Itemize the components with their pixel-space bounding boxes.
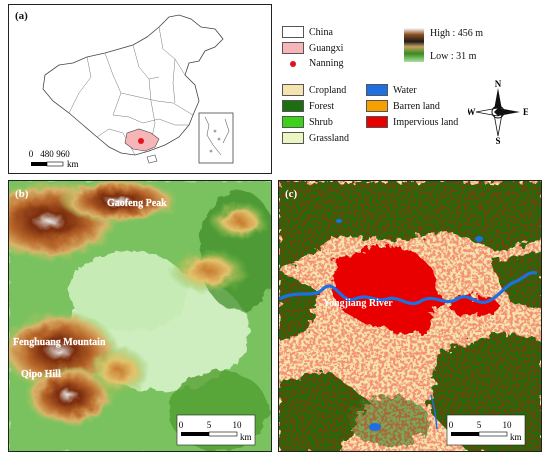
- scale-c-tick-2: 10: [503, 420, 513, 430]
- panel-a-label: (a): [15, 10, 28, 22]
- grassland-swatch: [282, 132, 304, 144]
- china-outline: [42, 14, 224, 156]
- legend-guangxi: Guangxi: [282, 42, 343, 54]
- compass-s: S: [495, 136, 500, 144]
- panel-b-elevation-map: (b) Gaofeng Peak Fenghuang Mountain Qipo…: [8, 180, 272, 452]
- scale-a-unit: km: [67, 159, 79, 169]
- legend-grassland-label: Grassland: [309, 132, 349, 144]
- legend-barren-label: Barren land: [393, 100, 440, 112]
- landcover-svg: (c) Yongjiang River 0 5 10 km: [279, 181, 541, 451]
- compass-rose: N S W E: [468, 80, 528, 144]
- legend-china: China: [282, 26, 333, 38]
- legend-cropland: Cropland: [282, 84, 346, 96]
- impervious-swatch: [366, 116, 388, 128]
- scale-a-tick-2: 960: [56, 149, 70, 159]
- panel-a-scale-bar: [31, 161, 64, 167]
- barren-swatch: [366, 100, 388, 112]
- shrub-swatch: [282, 116, 304, 128]
- water-swatch: [366, 84, 388, 96]
- south-china-sea-inset: [198, 112, 234, 164]
- legend-guangxi-label: Guangxi: [309, 42, 344, 54]
- compass-n: N: [495, 80, 502, 89]
- panel-c-landcover-map: (c) Yongjiang River 0 5 10 km: [278, 180, 542, 452]
- china-swatch: [282, 26, 304, 38]
- legend-shrub-label: Shrub: [309, 116, 333, 128]
- cropland-swatch: [282, 84, 304, 96]
- place-gaofeng-peak: Gaofeng Peak: [107, 198, 167, 209]
- legend-forest-label: Forest: [309, 100, 334, 112]
- nanning-dot: [138, 138, 144, 144]
- compass-e: E: [523, 107, 528, 117]
- scale-b-unit: km: [240, 432, 252, 442]
- panel-b-scale-box: [176, 414, 256, 446]
- dem-svg: (b) Gaofeng Peak Fenghuang Mountain Qipo…: [9, 181, 271, 451]
- legend-nanning: Nanning: [282, 58, 343, 69]
- legend-nanning-label: Nanning: [309, 58, 344, 69]
- elevation-high-label: High : 456 m: [430, 28, 484, 39]
- scale-a-tick-0: 0: [29, 149, 34, 159]
- panel-a-china-map: (a): [8, 4, 272, 174]
- legend-barren: Barren land: [366, 100, 440, 112]
- forest-swatch: [282, 100, 304, 112]
- elevation-low-label: Low : 31 m: [430, 51, 477, 62]
- china-map-svg: 0 480 960 km: [29, 14, 234, 169]
- panel-b-label: (b): [15, 188, 29, 200]
- scale-c-tick-0: 0: [449, 420, 454, 430]
- scale-c-tick-1: 5: [477, 420, 482, 430]
- nanning-symbol: [282, 60, 304, 67]
- river-label: Yongjiang River: [323, 298, 393, 309]
- hainan-island: [146, 154, 158, 164]
- elevation-ramp: [404, 28, 424, 62]
- legend-forest: Forest: [282, 100, 334, 112]
- panel-c-label: (c): [285, 188, 298, 200]
- legend-impervious: Impervious land: [366, 116, 458, 128]
- scale-a-tick-1: 480: [40, 149, 54, 159]
- guangxi-swatch: [282, 42, 304, 54]
- legend-water: Water: [366, 84, 417, 96]
- legend-shrub: Shrub: [282, 116, 333, 128]
- scale-b-tick-2: 10: [233, 420, 243, 430]
- panel-c-scale-box: [446, 414, 526, 446]
- legend-grassland: Grassland: [282, 132, 349, 144]
- compass-w: W: [468, 107, 476, 117]
- yongjiang-river: [279, 271, 538, 306]
- scale-c-unit: km: [510, 432, 522, 442]
- scale-b-tick-0: 0: [179, 420, 184, 430]
- scale-b-tick-1: 5: [207, 420, 212, 430]
- legend-china-label: China: [309, 26, 333, 38]
- legend: China Guangxi Nanning High : 456 m Low :…: [280, 20, 542, 170]
- legend-cropland-label: Cropland: [309, 84, 347, 96]
- legend-impervious-label: Impervious land: [393, 116, 459, 128]
- legend-water-label: Water: [393, 84, 417, 96]
- place-qipo-hill: Qipo Hill: [21, 369, 61, 380]
- place-fenghuang-mountain: Fenghuang Mountain: [13, 337, 106, 348]
